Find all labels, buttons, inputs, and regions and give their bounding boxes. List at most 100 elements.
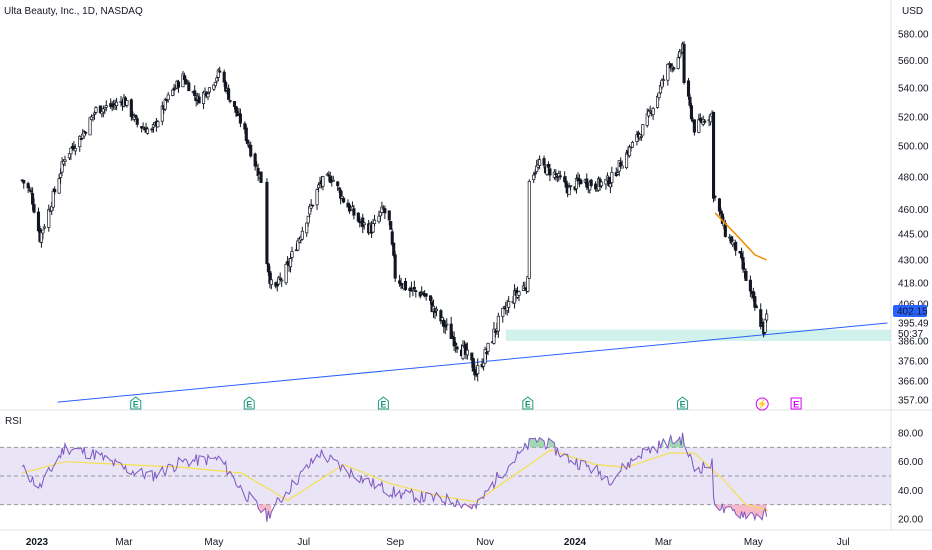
candle-body: [393, 254, 397, 279]
candle-body: [639, 136, 643, 138]
candle-body: [278, 278, 282, 281]
price-tick-label: 395.49: [898, 319, 929, 330]
candle-body: [316, 184, 321, 189]
dividend-marker-label: ⚡: [757, 398, 768, 410]
time-tick-label: Mar: [655, 537, 673, 548]
rsi-overbought-fill: [661, 439, 664, 448]
candle-body: [88, 117, 92, 136]
candle-body: [486, 342, 490, 352]
candle-body: [496, 315, 500, 332]
candle-body: [399, 282, 403, 286]
upcoming-earnings-marker-label: E: [793, 400, 799, 410]
candle-body: [657, 92, 661, 98]
candle-body: [42, 226, 46, 229]
candle-body: [29, 190, 33, 193]
candle-body: [336, 181, 340, 187]
candle-body: [697, 119, 701, 133]
candle-body: [255, 165, 259, 168]
candle-body: [692, 119, 696, 133]
candle-body: [206, 93, 210, 98]
price-tick-label: 460.00: [898, 205, 929, 216]
event-badges: E E E E E ⚡ E: [130, 396, 802, 411]
candle-body: [92, 112, 97, 115]
candle-body: [507, 301, 511, 308]
candle-body: [517, 291, 521, 296]
rsi-title[interactable]: RSI: [5, 416, 22, 427]
price-tick-label: 580.00: [898, 30, 929, 41]
candle-body: [28, 188, 32, 191]
candle-body: [32, 204, 36, 213]
candle-body: [288, 258, 293, 268]
candle-body: [193, 90, 197, 96]
candle-body: [744, 271, 748, 281]
dividend-marker[interactable]: [755, 397, 769, 411]
candle-body: [207, 87, 212, 93]
earnings-marker[interactable]: [130, 396, 142, 410]
candle-body: [738, 250, 742, 254]
candle-body: [599, 181, 604, 187]
time-tick-label: Jul: [837, 537, 850, 548]
candle-body: [389, 221, 393, 230]
candle-body: [215, 77, 219, 82]
candle-body: [361, 217, 365, 228]
candle-body: [187, 82, 191, 92]
candle-body: [483, 349, 487, 364]
time-tick-label: 2023: [26, 537, 49, 548]
earnings-marker-label: E: [525, 400, 531, 410]
candle-body: [455, 346, 459, 350]
candle-body: [331, 179, 335, 182]
candle-body: [589, 179, 593, 187]
rsi-overbought-fill: [548, 438, 555, 448]
rsi-tick-label: 60.00: [898, 457, 923, 468]
candle-body: [115, 101, 119, 107]
support-zone[interactable]: [505, 329, 891, 341]
candle-body: [651, 108, 655, 115]
candle-body: [765, 313, 769, 321]
candle-body: [222, 71, 226, 83]
earnings-marker[interactable]: [677, 396, 689, 410]
earnings-marker-label: E: [380, 400, 386, 410]
candle-body: [532, 174, 536, 180]
candle-body: [337, 187, 341, 190]
candlestick-series: [20, 41, 769, 382]
candle-body: [69, 147, 73, 155]
candle-body: [630, 142, 635, 148]
candle-body: [377, 215, 381, 223]
earnings-marker[interactable]: [377, 396, 389, 410]
earnings-marker[interactable]: [243, 396, 255, 410]
candle-body: [305, 222, 309, 234]
candle-body: [616, 172, 620, 175]
candle-body: [321, 176, 325, 187]
time-tick-label: Mar: [115, 537, 133, 548]
symbol-title[interactable]: Ulta Beauty, Inc., 1D, NASDAQ: [4, 6, 143, 17]
time-axis[interactable]: 2023 Mar May Jul Sep Nov 2024 Mar May Jul: [26, 537, 850, 548]
candle-body: [84, 131, 88, 134]
candle-body: [712, 111, 716, 199]
candle-body: [249, 144, 253, 157]
candle-body: [63, 159, 67, 162]
price-tick-label: 540.00: [898, 84, 929, 95]
candle-body: [41, 229, 45, 234]
candle-body: [79, 138, 83, 140]
candle-body: [104, 105, 108, 108]
candle-body: [741, 257, 745, 270]
candle-body: [182, 75, 186, 80]
candle-body: [327, 174, 331, 177]
currency-label[interactable]: USD: [902, 6, 923, 17]
candle-body: [689, 105, 693, 120]
candle-body: [434, 308, 438, 312]
candle-body: [672, 67, 676, 70]
candle-body: [579, 179, 583, 185]
candle-body: [763, 318, 767, 333]
rsi-ma-line: [22, 449, 769, 511]
time-tick-label: May: [204, 537, 223, 548]
price-tick-label: 376.00: [898, 357, 929, 368]
earnings-marker[interactable]: [522, 396, 534, 410]
candle-body: [232, 101, 237, 107]
candle-body: [141, 127, 145, 129]
rsi-axis[interactable]: 80.00 60.00 40.00 20.00: [898, 429, 923, 526]
upcoming-earnings-marker[interactable]: [790, 397, 802, 410]
candle-body: [558, 175, 562, 178]
candle-body: [246, 139, 250, 144]
